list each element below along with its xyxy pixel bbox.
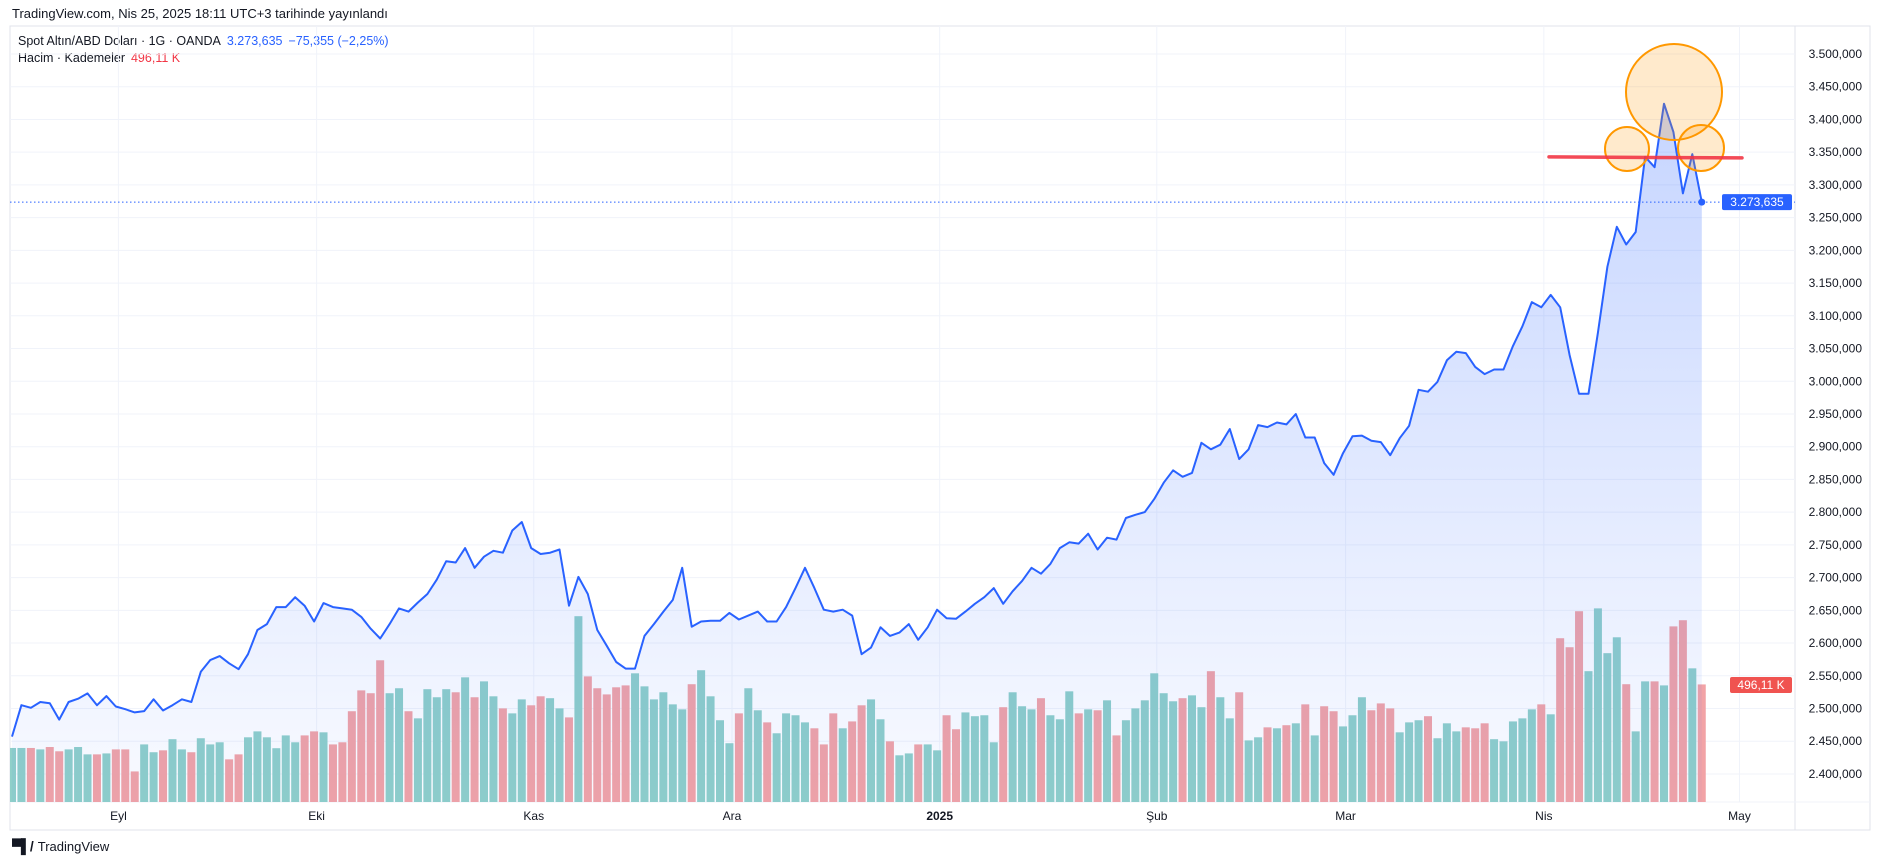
price-tick-label: 3.100,000 bbox=[1809, 309, 1863, 323]
current-price-badge-text: 3.273,635 bbox=[1730, 195, 1784, 209]
price-tick-label: 2.450,000 bbox=[1809, 734, 1863, 748]
price-tick-label: 2.750,000 bbox=[1809, 538, 1863, 552]
price-tick-label: 2.400,000 bbox=[1809, 767, 1863, 781]
price-line bbox=[11, 102, 1703, 737]
price-tick-label: 2.650,000 bbox=[1809, 603, 1863, 617]
published-caption: TradingView.com, Nis 25, 2025 18:11 UTC+… bbox=[12, 6, 388, 21]
time-tick-label: Eki bbox=[308, 809, 325, 823]
symbol-title: Spot Altın/ABD Doları · 1G · OANDA bbox=[18, 34, 221, 48]
price-tick-label: 3.500,000 bbox=[1809, 47, 1863, 61]
time-tick-label: Nis bbox=[1535, 809, 1552, 823]
current-price-badge: 3.273,635 bbox=[1722, 194, 1792, 211]
price-tick-label: 3.200,000 bbox=[1809, 243, 1863, 257]
highlight-circle-left[interactable] bbox=[1604, 126, 1650, 172]
symbol-legend[interactable]: Spot Altın/ABD Doları · 1G · OANDA 3.273,… bbox=[18, 34, 389, 48]
time-tick-label: Eyl bbox=[110, 809, 127, 823]
price-tick-label: 3.250,000 bbox=[1809, 211, 1863, 225]
price-area-fill bbox=[12, 103, 1702, 802]
price-tick-label: 3.150,000 bbox=[1809, 276, 1863, 290]
footer-brand[interactable]: ▀▌/ TradingView bbox=[12, 838, 109, 854]
drawings[interactable] bbox=[1547, 43, 1744, 172]
time-tick-label: Ara bbox=[723, 809, 742, 823]
price-tick-label: 3.350,000 bbox=[1809, 145, 1863, 159]
price-change: −75,355 (−2,25%) bbox=[288, 34, 389, 48]
price-axis[interactable]: 3.500,000 3.450,000 3.400,000 3.350,000 3.30… bbox=[1809, 47, 1863, 781]
price-tick-label: 3.450,000 bbox=[1809, 80, 1863, 94]
price-tick-label: 3.300,000 bbox=[1809, 178, 1863, 192]
horizontal-resistance-line[interactable] bbox=[1547, 155, 1744, 160]
price-tick-label: 2.800,000 bbox=[1809, 505, 1863, 519]
last-price-dot bbox=[1698, 198, 1706, 206]
price-tick-label: 3.050,000 bbox=[1809, 342, 1863, 356]
highlight-circle-right[interactable] bbox=[1677, 124, 1725, 172]
price-tick-label: 2.700,000 bbox=[1809, 571, 1863, 585]
tradingview-logo-icon: ▀▌/ bbox=[12, 838, 34, 854]
highlight-circle-peak[interactable] bbox=[1625, 43, 1723, 141]
current-volume-badge-text: 496,11 K bbox=[1737, 678, 1784, 692]
price-tick-label: 2.500,000 bbox=[1809, 702, 1863, 716]
price-tick-label: 3.000,000 bbox=[1809, 374, 1863, 388]
price-tick-label: 2.550,000 bbox=[1809, 669, 1863, 683]
price-tick-label: 2.950,000 bbox=[1809, 407, 1863, 421]
time-tick-label: Şub bbox=[1146, 809, 1168, 823]
time-tick-label: Mar bbox=[1335, 809, 1356, 823]
brand-name: TradingView bbox=[37, 838, 110, 854]
price-tick-label: 2.900,000 bbox=[1809, 440, 1863, 454]
time-tick-label: 2025 bbox=[926, 809, 953, 823]
price-tick-label: 2.850,000 bbox=[1809, 472, 1863, 486]
time-tick-label: May bbox=[1728, 809, 1751, 823]
price-tick-label: 2.600,000 bbox=[1809, 636, 1863, 650]
time-axis[interactable]: Eyl Eki Kas Ara 2025 Şub Mar Nis May bbox=[110, 809, 1751, 823]
current-volume-badge: 496,11 K bbox=[1730, 677, 1792, 693]
price-tick-label: 3.400,000 bbox=[1809, 112, 1863, 126]
last-price: 3.273,635 bbox=[226, 34, 283, 48]
time-tick-label: Kas bbox=[523, 809, 544, 823]
